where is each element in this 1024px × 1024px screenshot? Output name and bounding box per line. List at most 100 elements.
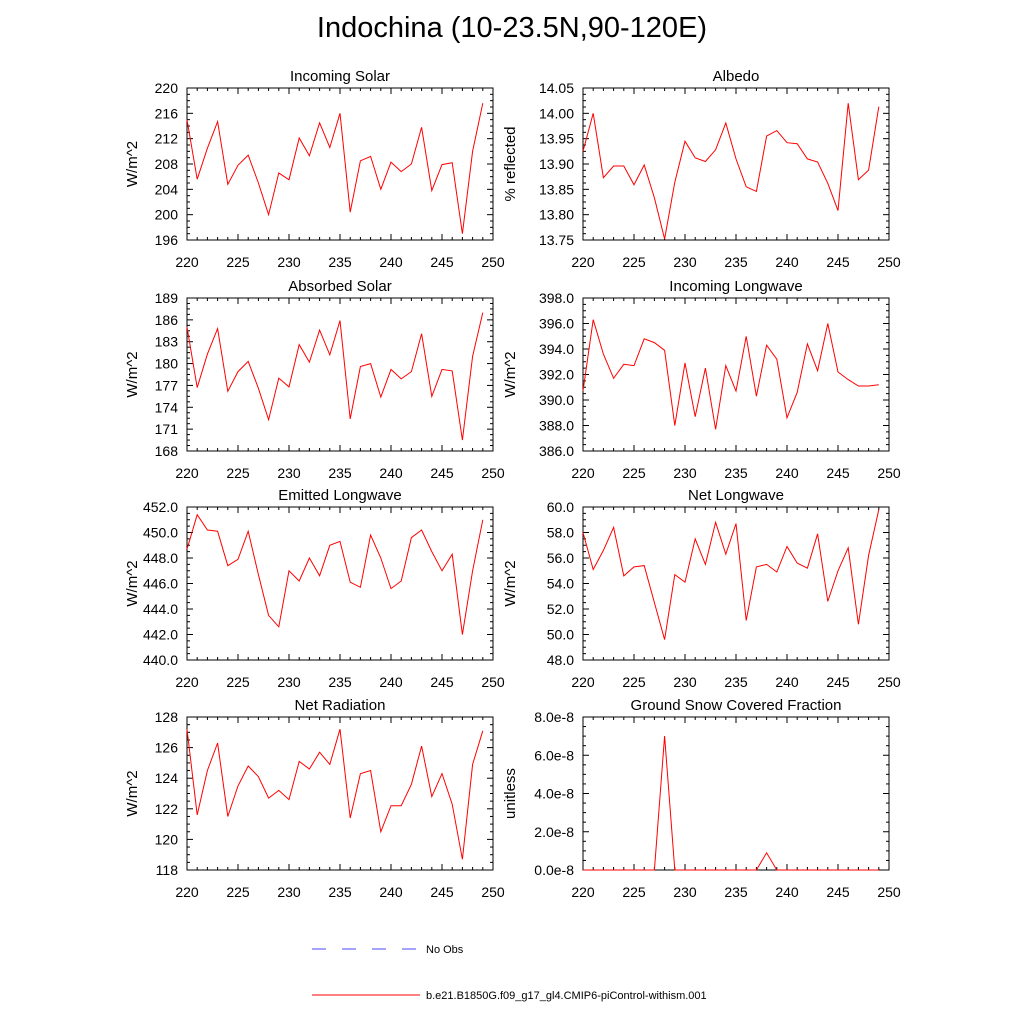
plot-frame xyxy=(582,716,890,871)
series-line xyxy=(582,509,880,640)
y-axis-label: W/m^2 xyxy=(502,560,519,606)
y-tick-label: 58.0 xyxy=(547,525,574,541)
x-tick-label: 240 xyxy=(775,254,799,270)
panel-title: Emitted Longwave xyxy=(278,487,401,504)
x-tick-label: 235 xyxy=(328,884,352,900)
y-tick-label: 174 xyxy=(155,399,179,415)
chart-panel-2: Albedo 220 225 230 235 240 245 250 13.75 13.80 13.… xyxy=(502,68,901,270)
y-tick-label: 398.0 xyxy=(539,290,574,306)
y-tick-label: 13.95 xyxy=(539,131,574,147)
y-tick-label: 4.0e-8 xyxy=(534,786,574,802)
y-tick-label: 216 xyxy=(155,105,179,121)
y-tick-label: 8.0e-8 xyxy=(534,709,574,725)
y-tick-label: 168 xyxy=(155,443,179,459)
y-tick-label: 180 xyxy=(155,356,179,372)
panel-title: Incoming Longwave xyxy=(669,278,802,295)
x-tick-label: 245 xyxy=(430,674,454,690)
x-tick-label: 220 xyxy=(175,674,199,690)
x-tick-label: 240 xyxy=(775,884,799,900)
y-tick-label: 60.0 xyxy=(547,499,574,515)
x-tick-label: 250 xyxy=(481,674,505,690)
x-tick-label: 250 xyxy=(481,465,505,481)
x-tick-label: 230 xyxy=(673,674,697,690)
y-tick-label: 186 xyxy=(155,312,179,328)
y-axis-label: % reflected xyxy=(502,126,519,201)
x-tick-label: 245 xyxy=(430,884,454,900)
y-tick-label: 442.0 xyxy=(143,627,178,643)
x-tick-label: 235 xyxy=(724,674,748,690)
y-tick-label: 128 xyxy=(155,709,179,725)
y-tick-label: 50.0 xyxy=(547,627,574,643)
y-tick-label: 13.85 xyxy=(539,181,574,197)
chart-panel-3: Absorbed Solar 220 225 230 235 240 245 250 168 17… xyxy=(124,278,505,481)
x-tick-label: 245 xyxy=(826,254,850,270)
legend: No Obs b.e21.B1850G.f09_g17_gl4.CMIP6-pi… xyxy=(312,944,707,1002)
y-tick-label: 444.0 xyxy=(143,601,178,617)
x-tick-label: 230 xyxy=(673,465,697,481)
x-tick-label: 235 xyxy=(328,674,352,690)
series-line xyxy=(582,103,880,240)
x-tick-label: 245 xyxy=(826,465,850,481)
panel-title: Net Radiation xyxy=(295,697,386,714)
x-tick-label: 245 xyxy=(430,254,454,270)
y-tick-label: 13.75 xyxy=(539,232,574,248)
y-tick-label: 200 xyxy=(155,207,179,223)
y-tick-label: 171 xyxy=(155,421,179,437)
chart-panel-8: Ground Snow Covered Fraction 220 225 230 235… xyxy=(502,697,901,900)
x-tick-label: 220 xyxy=(175,884,199,900)
x-tick-label: 225 xyxy=(226,465,250,481)
x-tick-label: 250 xyxy=(877,254,901,270)
x-tick-label: 230 xyxy=(673,254,697,270)
y-tick-label: 446.0 xyxy=(143,576,178,592)
y-axis-label: W/m^2 xyxy=(124,770,141,816)
y-tick-label: 396.0 xyxy=(539,316,574,332)
series-line xyxy=(186,513,484,635)
y-tick-label: 122 xyxy=(155,801,179,817)
y-axis-label: W/m^2 xyxy=(124,560,141,606)
y-tick-label: 124 xyxy=(155,770,179,786)
y-tick-label: 220 xyxy=(155,80,179,96)
y-tick-label: 386.0 xyxy=(539,443,574,459)
panel-title: Absorbed Solar xyxy=(288,278,391,295)
x-tick-label: 250 xyxy=(877,674,901,690)
y-axis-label: W/m^2 xyxy=(502,351,519,397)
y-tick-label: 118 xyxy=(156,862,179,878)
plot-frame xyxy=(582,297,890,452)
y-tick-label: 392.0 xyxy=(539,367,574,383)
x-tick-label: 245 xyxy=(430,465,454,481)
x-tick-label: 220 xyxy=(175,254,199,270)
y-tick-label: 56.0 xyxy=(547,550,574,566)
y-tick-label: 120 xyxy=(155,831,179,847)
x-tick-label: 230 xyxy=(277,254,301,270)
panel-title: Ground Snow Covered Fraction xyxy=(631,697,842,714)
x-tick-label: 220 xyxy=(571,465,595,481)
y-tick-label: 54.0 xyxy=(547,576,574,592)
x-tick-label: 235 xyxy=(724,465,748,481)
x-tick-label: 235 xyxy=(724,884,748,900)
y-tick-label: 196 xyxy=(155,232,179,248)
x-tick-label: 225 xyxy=(622,254,646,270)
x-tick-label: 240 xyxy=(379,674,403,690)
y-tick-label: 212 xyxy=(155,131,179,147)
x-tick-label: 235 xyxy=(328,465,352,481)
x-tick-label: 240 xyxy=(379,254,403,270)
x-tick-label: 240 xyxy=(379,465,403,481)
x-tick-label: 225 xyxy=(622,884,646,900)
x-tick-label: 220 xyxy=(175,465,199,481)
x-tick-label: 225 xyxy=(226,884,250,900)
y-tick-label: 208 xyxy=(155,156,179,172)
series-line xyxy=(583,736,879,871)
y-axis-label: W/m^2 xyxy=(124,351,141,397)
x-tick-label: 220 xyxy=(571,884,595,900)
x-tick-label: 230 xyxy=(673,884,697,900)
x-tick-label: 240 xyxy=(379,884,403,900)
y-tick-label: 0.0e-8 xyxy=(534,862,574,878)
y-tick-label: 177 xyxy=(155,377,179,393)
x-tick-label: 230 xyxy=(277,465,301,481)
plot-frame xyxy=(186,506,494,661)
x-tick-label: 225 xyxy=(622,674,646,690)
y-tick-label: 52.0 xyxy=(547,601,574,617)
plot-frame xyxy=(582,506,890,661)
x-tick-label: 250 xyxy=(877,465,901,481)
y-tick-label: 126 xyxy=(155,740,179,756)
